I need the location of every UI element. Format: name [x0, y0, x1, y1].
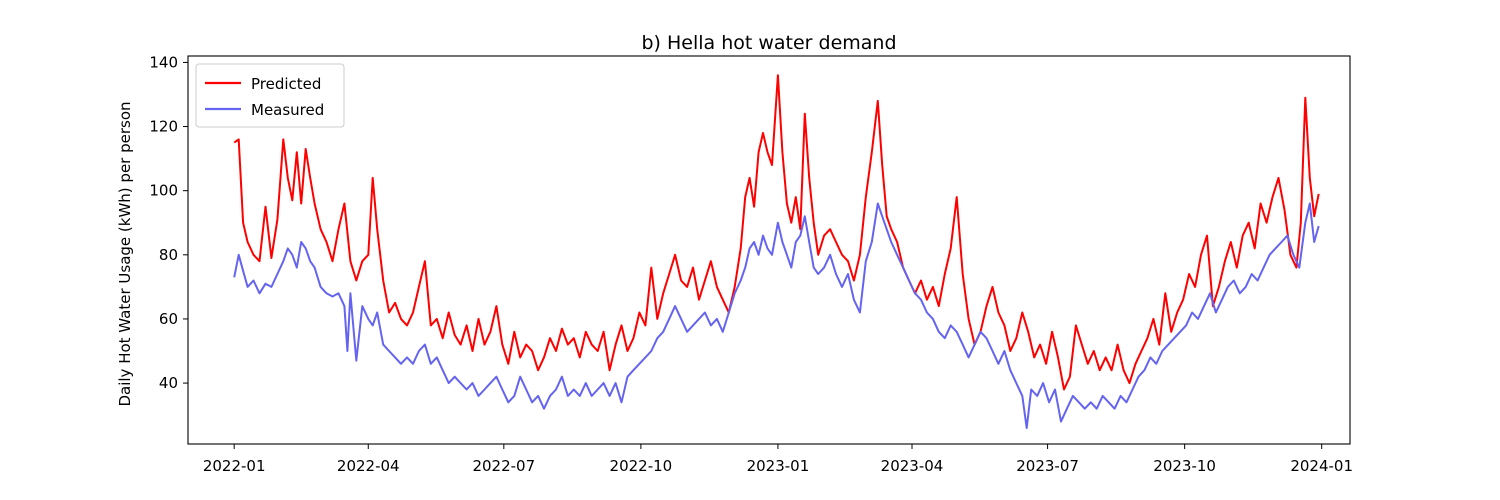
- x-tick-label: 2023-07: [1016, 457, 1079, 475]
- y-tick-label: 80: [159, 246, 178, 264]
- plot-area: [233, 74, 1320, 429]
- x-tick-label: 2022-04: [337, 457, 400, 475]
- y-axis-title: Daily Hot Water Usage (kWh) per person: [116, 101, 134, 406]
- x-tick-label: 2022-07: [472, 457, 535, 475]
- axes-frame: [187, 55, 1351, 445]
- y-tick-label: 100: [149, 182, 178, 200]
- x-tick-label: 2023-10: [1153, 457, 1216, 475]
- legend-label-measured: Measured: [251, 101, 324, 119]
- x-tick-label: 2022-01: [203, 457, 266, 475]
- y-tick-label: 140: [149, 53, 178, 71]
- series-line-measured: [233, 202, 1320, 429]
- y-tick-label: 60: [159, 310, 178, 328]
- legend-frame: [195, 63, 345, 128]
- series-layer: [233, 74, 1320, 429]
- series-line-predicted: [233, 74, 1320, 391]
- x-tick-label: 2023-04: [881, 457, 944, 475]
- y-tick-label: 40: [159, 374, 178, 392]
- chart-title: b) Hella hot water demand: [641, 32, 896, 54]
- x-tick-label: 2022-10: [610, 457, 673, 475]
- x-tick-label: 2023-01: [747, 457, 810, 475]
- legend-label-predicted: Predicted: [251, 75, 321, 93]
- x-tick-label: 2024-01: [1290, 457, 1353, 475]
- y-axis: 40 60 80 100 120 140: [149, 53, 188, 392]
- legend: Predicted Measured: [195, 63, 345, 128]
- x-axis: 2022-01 2022-04 2022-07 2022-10 2023-01 2023-…: [203, 444, 1353, 475]
- y-tick-label: 120: [149, 118, 178, 136]
